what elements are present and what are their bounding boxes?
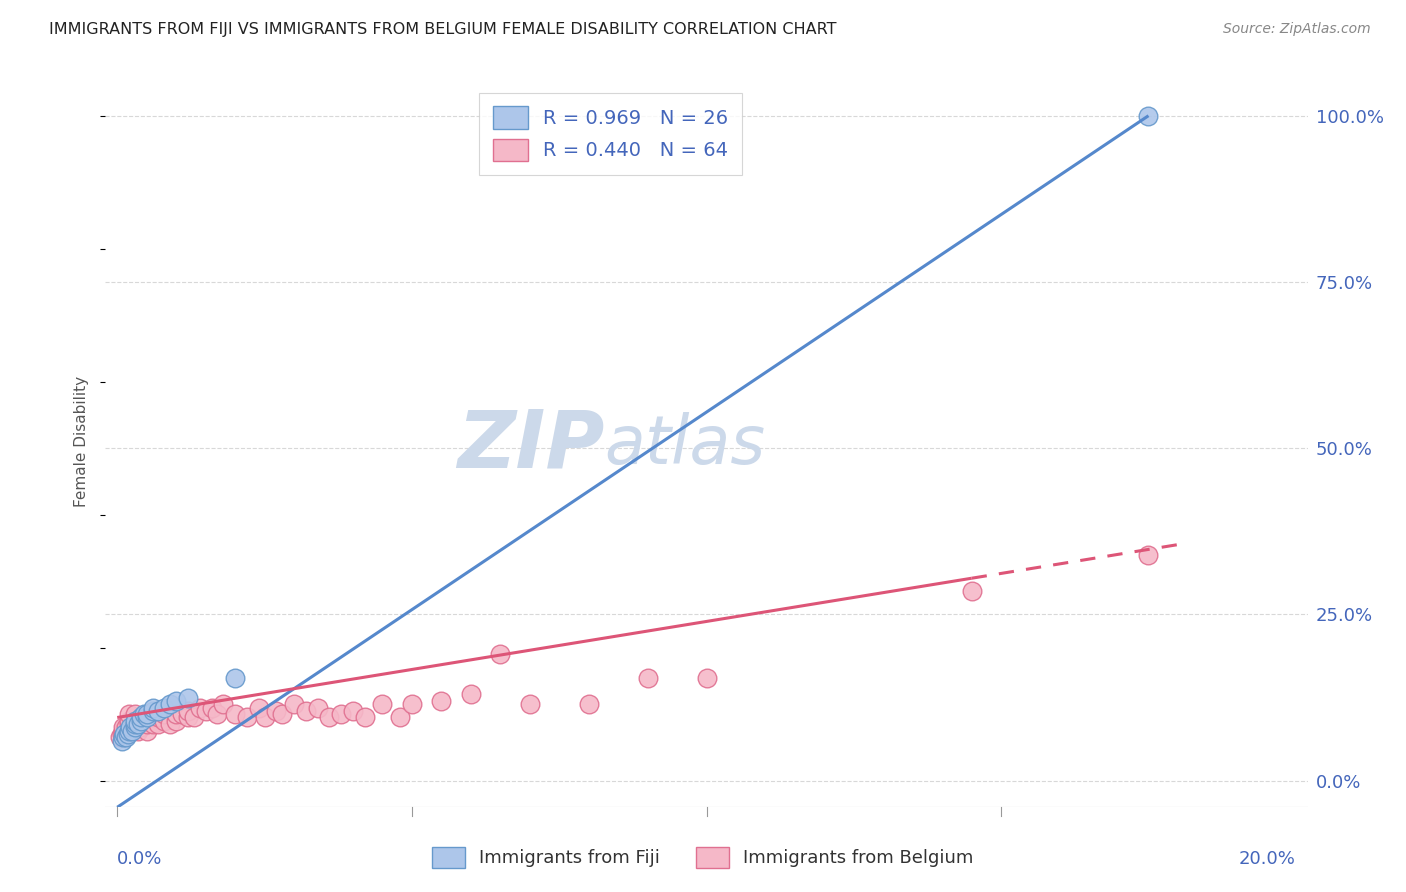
Text: 0.0%: 0.0% <box>117 850 163 869</box>
Point <box>127 723 149 738</box>
Point <box>294 704 316 718</box>
Text: Source: ZipAtlas.com: Source: ZipAtlas.com <box>1223 22 1371 37</box>
Point <box>148 717 170 731</box>
Point <box>124 717 146 731</box>
Point <box>430 694 453 708</box>
Text: atlas: atlas <box>605 412 765 478</box>
Point <box>135 710 157 724</box>
Point <box>389 710 412 724</box>
Point <box>117 727 139 741</box>
Point <box>224 671 246 685</box>
Point <box>236 710 259 724</box>
Point <box>637 671 659 685</box>
Point <box>371 697 394 711</box>
Point <box>118 717 141 731</box>
Point <box>124 707 146 722</box>
Text: ZIP: ZIP <box>457 406 605 484</box>
Point <box>165 714 187 728</box>
Point <box>489 648 512 662</box>
Point <box>142 717 165 731</box>
Point <box>124 721 146 735</box>
Point <box>124 714 146 728</box>
Point <box>132 707 155 722</box>
Point <box>121 723 143 738</box>
Legend: R = 0.969   N = 26, R = 0.440   N = 64: R = 0.969 N = 26, R = 0.440 N = 64 <box>479 93 742 175</box>
Point <box>271 707 294 722</box>
Point <box>129 714 152 728</box>
Point <box>112 731 135 745</box>
Point <box>115 721 138 735</box>
Point <box>121 723 143 738</box>
Point <box>112 723 135 738</box>
Point <box>330 707 353 722</box>
Text: 20.0%: 20.0% <box>1239 850 1296 869</box>
Point <box>142 704 165 718</box>
Text: IMMIGRANTS FROM FIJI VS IMMIGRANTS FROM BELGIUM FEMALE DISABILITY CORRELATION CH: IMMIGRANTS FROM FIJI VS IMMIGRANTS FROM … <box>49 22 837 37</box>
Point <box>342 704 364 718</box>
Point <box>153 700 176 714</box>
Y-axis label: Female Disability: Female Disability <box>75 376 90 508</box>
Point <box>148 710 170 724</box>
Point <box>695 671 717 685</box>
Point <box>111 733 134 747</box>
Point <box>1137 109 1160 123</box>
Point <box>460 687 482 701</box>
Point <box>318 710 340 724</box>
Point <box>247 700 270 714</box>
Point <box>132 714 155 728</box>
Point <box>170 707 193 722</box>
Point <box>224 707 246 722</box>
Point <box>177 690 200 705</box>
Point <box>124 721 146 735</box>
Legend: Immigrants from Fiji, Immigrants from Belgium: Immigrants from Fiji, Immigrants from Be… <box>422 836 984 879</box>
Point <box>118 707 141 722</box>
Point <box>135 710 157 724</box>
Point <box>135 717 157 731</box>
Point <box>120 721 142 735</box>
Point <box>118 714 141 728</box>
Point <box>283 697 305 711</box>
Point <box>135 723 157 738</box>
Point <box>115 727 138 741</box>
Point <box>307 700 329 714</box>
Point <box>207 707 229 722</box>
Point <box>177 710 200 724</box>
Point <box>960 584 983 599</box>
Point <box>148 704 170 718</box>
Point <box>142 700 165 714</box>
Point <box>165 707 187 722</box>
Point <box>135 707 157 722</box>
Point <box>118 723 141 738</box>
Point <box>401 697 423 711</box>
Point <box>111 727 134 741</box>
Point <box>253 710 276 724</box>
Point <box>142 710 165 724</box>
Point <box>165 694 187 708</box>
Point <box>129 721 152 735</box>
Point <box>153 714 176 728</box>
Point <box>212 697 235 711</box>
Point <box>129 710 152 724</box>
Point <box>183 710 205 724</box>
Point <box>153 707 176 722</box>
Point <box>200 700 222 714</box>
Point <box>115 731 138 745</box>
Point <box>266 704 288 718</box>
Point <box>519 697 541 711</box>
Point <box>159 717 181 731</box>
Point <box>1137 548 1160 562</box>
Point <box>129 717 152 731</box>
Point <box>112 731 135 745</box>
Point <box>127 717 149 731</box>
Point <box>177 704 200 718</box>
Point <box>578 697 600 711</box>
Point <box>353 710 375 724</box>
Point <box>112 721 135 735</box>
Point <box>194 704 217 718</box>
Point <box>112 727 135 741</box>
Point <box>188 700 211 714</box>
Point <box>108 731 131 745</box>
Point <box>124 714 146 728</box>
Point <box>159 697 181 711</box>
